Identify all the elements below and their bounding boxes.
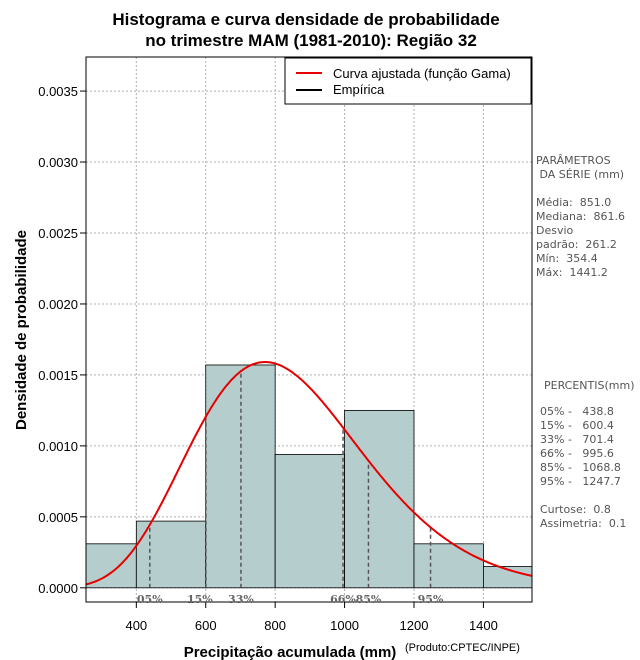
percentile-label-1: 15% xyxy=(187,593,213,606)
y-tick-label-3: 0.0015 xyxy=(38,368,78,383)
percentil-33: 33% - 701.4 xyxy=(540,433,614,446)
percentile-labels: 05% 15% 33% 66% 85% 95% xyxy=(137,593,444,606)
param-curtose: Curtose: 0.8 xyxy=(540,503,611,516)
percentile-label-0: 05% xyxy=(137,593,163,606)
gamma-fit-curve xyxy=(85,361,532,586)
parametros-title-line-2: DA SÉRIE (mm) xyxy=(536,168,625,181)
param-max: Máx: 1441.2 xyxy=(536,266,608,279)
series-parameters-panel: PARÂMETROS DA SÉRIE (mm) Média: 851.0 Me… xyxy=(536,154,625,280)
product-credit: (Produto:CPTEC/INPE) xyxy=(405,642,520,654)
y-axis: 0.0000 0.0005 0.0010 0.0015 0.0020 0.0025 0.00… xyxy=(38,84,86,596)
y-tick-label-2: 0.0010 xyxy=(38,439,78,454)
param-media: Média: 851.0 xyxy=(536,196,612,209)
legend: Curva ajustada (função Gama) Empírica xyxy=(284,57,532,105)
param-assimetria: Assimetria: 0.1 xyxy=(540,517,627,530)
y-tick-label-7: 0.0035 xyxy=(38,84,78,99)
percentil-15: 15% - 600.4 xyxy=(540,419,614,432)
histogram-bar-1 xyxy=(135,520,207,589)
x-tick-label-3: 1000 xyxy=(330,618,359,633)
percentile-label-2: 33% xyxy=(228,593,254,606)
y-tick-label-5: 0.0025 xyxy=(38,226,78,241)
x-tick-label-5: 1400 xyxy=(469,618,498,633)
legend-label-empirica: Empírica xyxy=(333,82,385,97)
param-desvio-padrao: padrão: 261.2 xyxy=(536,238,617,251)
chart-title-line-1: Histograma e curva densidade de probabil… xyxy=(112,10,499,29)
gamma-curve-group xyxy=(85,361,532,586)
histogram-bar-5 xyxy=(413,543,484,589)
percentile-label-4: 85% xyxy=(356,593,382,606)
x-tick-label-1: 600 xyxy=(195,618,217,633)
chart-title-line-2: no trimestre MAM (1981-2010): Região 32 xyxy=(145,31,477,50)
x-tick-label-0: 400 xyxy=(125,618,147,633)
y-tick-label-4: 0.0020 xyxy=(38,297,78,312)
y-axis-title: Densidade de probabilidade xyxy=(13,230,30,430)
histogram-bars xyxy=(85,364,533,589)
histogram-bar-3 xyxy=(274,453,345,589)
x-tick-label-2: 800 xyxy=(264,618,286,633)
y-tick-label-6: 0.0030 xyxy=(38,155,78,170)
percentil-95: 95% - 1247.7 xyxy=(540,475,621,488)
legend-box xyxy=(284,57,532,105)
x-axis: 400 600 800 1000 1200 1400 xyxy=(125,602,498,633)
percentil-05: 05% - 438.8 xyxy=(540,405,614,418)
plot-frame xyxy=(85,56,533,603)
param-mediana: Mediana: 861.6 xyxy=(536,210,625,223)
percentile-lines xyxy=(149,371,432,588)
percentile-label-5: 95% xyxy=(418,593,444,606)
y-tick-label-0: 0.0000 xyxy=(38,581,78,596)
grid-lines xyxy=(86,57,532,602)
param-desvio-label: Desvio xyxy=(536,224,574,237)
percentis-title: PERCENTIS(mm) xyxy=(544,379,635,392)
percentile-label-3: 66% xyxy=(330,593,356,606)
x-tick-label-4: 1200 xyxy=(400,618,429,633)
x-axis-title: Precipitação acumulada (mm) xyxy=(184,644,397,660)
param-min: Mín: 354.4 xyxy=(536,252,598,265)
y-tick-label-1: 0.0005 xyxy=(38,510,78,525)
percentiles-panel: PERCENTIS(mm) 05% - 438.8 15% - 600.4 33… xyxy=(540,379,635,531)
histogram-bar-4 xyxy=(344,409,415,589)
percentil-66: 66% - 995.6 xyxy=(540,447,614,460)
percentil-85: 85% - 1068.8 xyxy=(540,461,621,474)
parametros-title-line-1: PARÂMETROS xyxy=(536,154,611,167)
legend-label-curve: Curva ajustada (função Gama) xyxy=(333,66,511,81)
